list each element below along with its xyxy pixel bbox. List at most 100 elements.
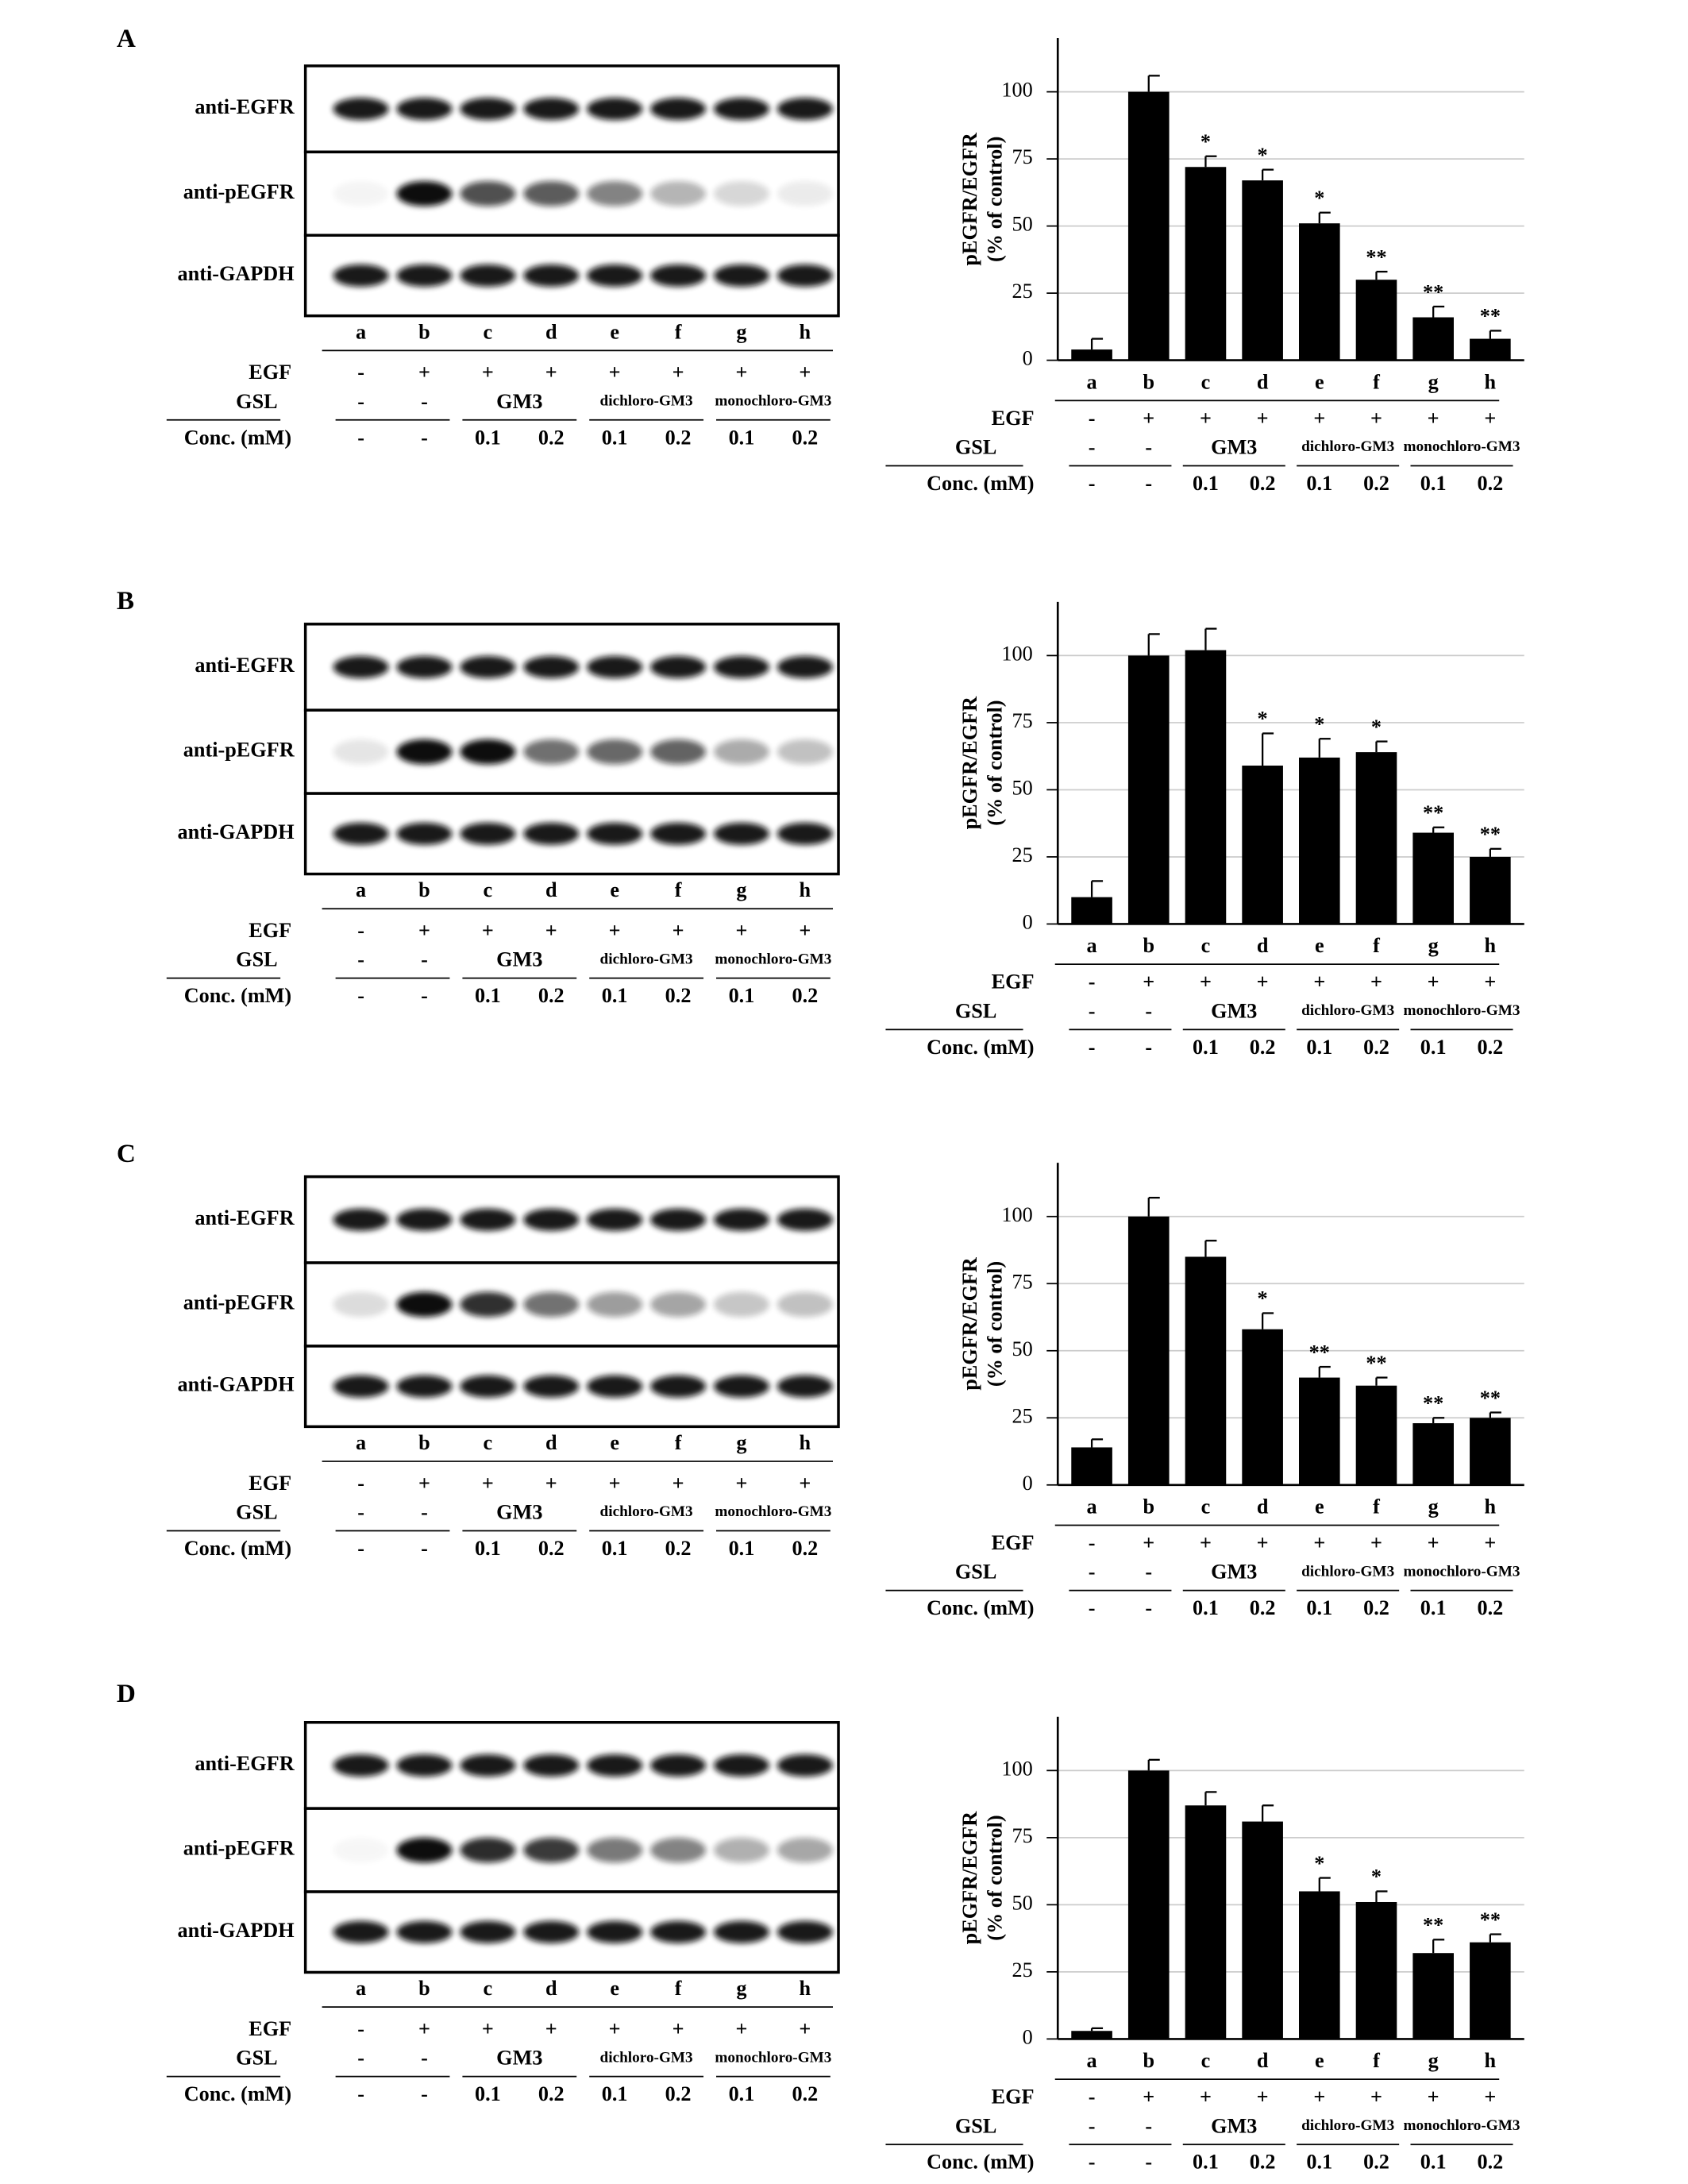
blot-band bbox=[396, 656, 453, 678]
group-label: monochloro-GM3 bbox=[715, 951, 831, 967]
lane-label: c bbox=[484, 878, 493, 901]
blot-row-label: anti-GAPDH bbox=[178, 1373, 295, 1396]
blot-band bbox=[523, 1375, 580, 1398]
blot-band bbox=[333, 1920, 389, 1943]
cell: + bbox=[1484, 2086, 1496, 2109]
cell: + bbox=[673, 919, 684, 942]
cell: + bbox=[799, 2017, 811, 2040]
y-tick-label: 100 bbox=[1001, 1757, 1032, 1780]
y-tick-label: 50 bbox=[1012, 213, 1033, 236]
cell: + bbox=[1257, 2086, 1269, 2109]
blot-band bbox=[523, 1754, 580, 1777]
lane-label: d bbox=[545, 878, 557, 901]
significance: ** bbox=[1480, 1908, 1501, 1931]
bar bbox=[1412, 1953, 1454, 2039]
cell: - bbox=[1089, 1561, 1096, 1584]
row-label: GSL bbox=[955, 1561, 996, 1584]
lane-label: f bbox=[675, 1431, 682, 1454]
significance: * bbox=[1314, 1852, 1324, 1875]
cell: - bbox=[357, 948, 364, 971]
blot-band bbox=[460, 1837, 516, 1863]
row-label: EGF bbox=[992, 970, 1035, 994]
group-label: GM3 bbox=[1211, 2114, 1257, 2137]
blot-band bbox=[523, 1920, 580, 1943]
cell: + bbox=[1200, 1531, 1212, 1554]
cell: + bbox=[1200, 407, 1212, 430]
x-tick-label: d bbox=[1257, 370, 1269, 393]
lane-label: f bbox=[675, 320, 682, 343]
blot-band bbox=[777, 1754, 833, 1777]
cell: + bbox=[799, 1472, 811, 1495]
cell: - bbox=[421, 390, 428, 413]
lane-label: h bbox=[800, 320, 811, 343]
cell: 0.2 bbox=[665, 1537, 692, 1560]
cell: - bbox=[1145, 1036, 1152, 1059]
cell: + bbox=[1428, 1531, 1439, 1554]
blot-band bbox=[714, 98, 769, 121]
cell: - bbox=[357, 361, 364, 384]
blot-row-label: anti-EGFR bbox=[195, 1752, 295, 1775]
cell: 0.1 bbox=[1420, 1596, 1447, 1619]
bar bbox=[1071, 897, 1112, 924]
bar bbox=[1242, 1329, 1283, 1485]
row-label: EGF bbox=[249, 1472, 291, 1495]
y-tick-label: 100 bbox=[1001, 1203, 1032, 1226]
cell: + bbox=[735, 919, 747, 942]
y-axis-label: pEGFR/EGFR bbox=[958, 1256, 981, 1391]
cell: 0.1 bbox=[729, 1537, 755, 1560]
group-label: dichloro-GM3 bbox=[1301, 1002, 1394, 1019]
row-label: EGF bbox=[992, 407, 1035, 430]
significance: ** bbox=[1480, 305, 1501, 328]
lane-label: f bbox=[675, 1977, 682, 2000]
blot-band bbox=[650, 822, 707, 845]
bar bbox=[1185, 650, 1227, 924]
x-tick-label: d bbox=[1257, 2049, 1269, 2072]
lane-label: b bbox=[418, 1431, 430, 1454]
cell: - bbox=[421, 2047, 428, 2070]
cell: - bbox=[1089, 436, 1096, 459]
blot-band bbox=[460, 822, 516, 845]
cell: - bbox=[1089, 472, 1096, 495]
blot-band bbox=[714, 739, 769, 765]
cell: - bbox=[1145, 2114, 1152, 2137]
cell: + bbox=[482, 2017, 494, 2040]
blot-band bbox=[587, 1754, 643, 1777]
lane-label: b bbox=[418, 1977, 430, 2000]
blot-band bbox=[460, 656, 516, 678]
blot-row-label: anti-GAPDH bbox=[178, 262, 295, 285]
cell: - bbox=[1145, 1596, 1152, 1619]
blot-band bbox=[777, 1375, 833, 1398]
lane-label: e bbox=[610, 878, 619, 901]
significance: * bbox=[1371, 716, 1382, 739]
bar bbox=[1071, 1447, 1112, 1485]
cell: 0.1 bbox=[1306, 2151, 1332, 2174]
group-label: dichloro-GM3 bbox=[600, 2049, 693, 2066]
cell: + bbox=[418, 2017, 430, 2040]
significance: ** bbox=[1480, 1387, 1501, 1410]
lane-label: c bbox=[484, 1431, 493, 1454]
lane-label: d bbox=[545, 320, 557, 343]
lane-label: c bbox=[484, 1977, 493, 2000]
cell: + bbox=[1484, 407, 1496, 430]
x-tick-label: c bbox=[1201, 934, 1211, 957]
blot-band bbox=[650, 181, 707, 206]
x-tick-label: g bbox=[1428, 2049, 1439, 2072]
bar bbox=[1470, 338, 1511, 361]
significance: ** bbox=[1366, 1352, 1386, 1375]
group-label: GM3 bbox=[1211, 1561, 1257, 1584]
blot-band bbox=[650, 264, 707, 287]
cell: + bbox=[1200, 970, 1212, 994]
blot-row-label: anti-GAPDH bbox=[178, 1919, 295, 1942]
cell: 0.1 bbox=[1420, 2151, 1447, 2174]
blot-band bbox=[396, 1291, 453, 1318]
blot-band bbox=[396, 98, 453, 121]
y-tick-label: 50 bbox=[1012, 1891, 1033, 1914]
lane-label: a bbox=[356, 878, 366, 901]
cell: - bbox=[1089, 1036, 1096, 1059]
y-axis-label: (% of control) bbox=[983, 137, 1006, 262]
bar bbox=[1127, 91, 1170, 361]
x-tick-label: g bbox=[1428, 934, 1439, 957]
blot-band bbox=[523, 1837, 580, 1863]
blot-band bbox=[777, 1920, 833, 1943]
